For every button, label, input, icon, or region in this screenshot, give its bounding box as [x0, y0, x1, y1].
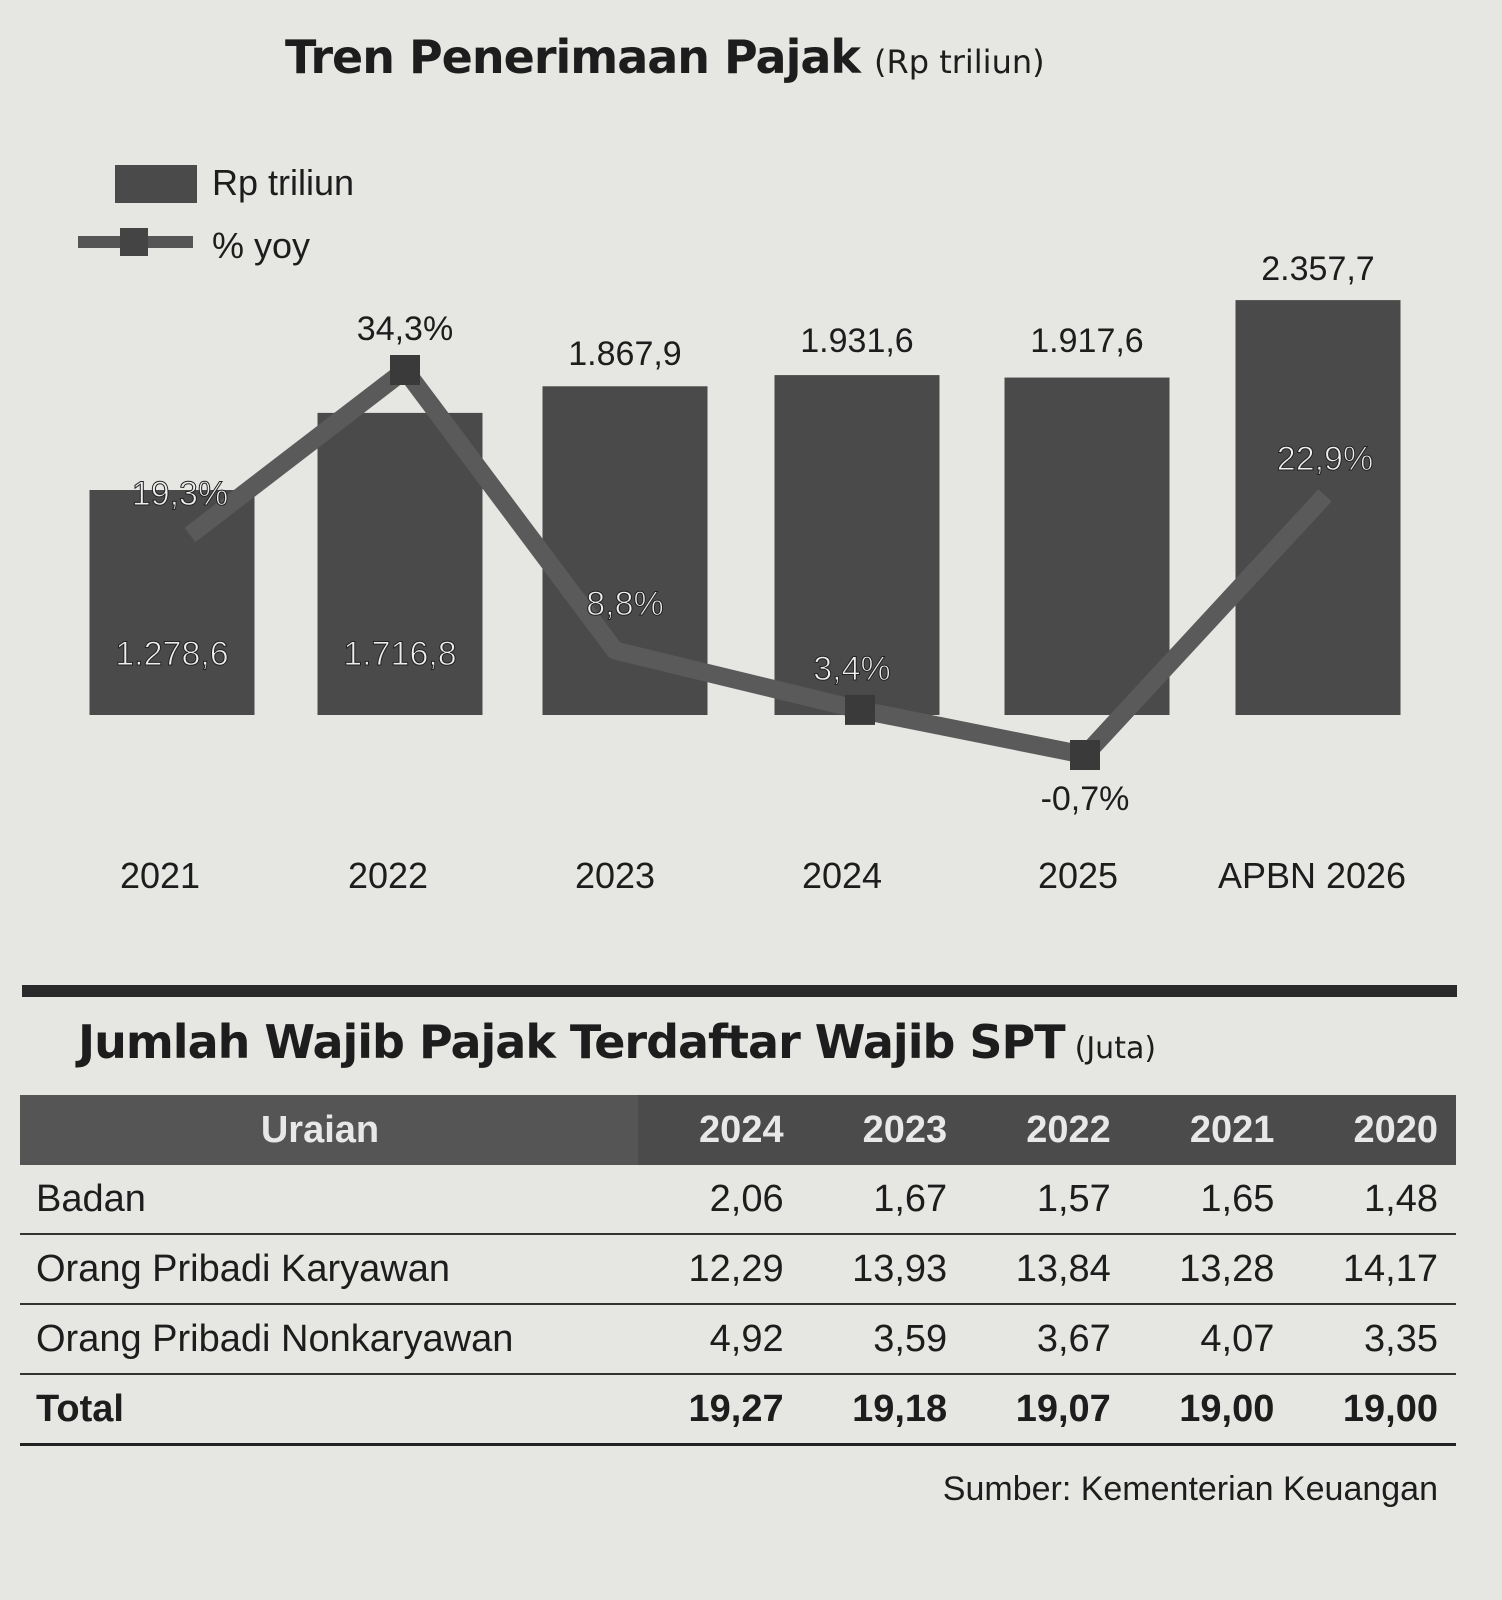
table-row: Badan 2,06 1,67 1,57 1,65 1,48	[20, 1165, 1456, 1235]
table-cell: 19,00	[1292, 1374, 1456, 1446]
table-cell: 14,17	[1292, 1234, 1456, 1305]
yoy-value-label: 8,8%	[586, 585, 664, 623]
column-header: Uraian	[20, 1095, 638, 1165]
column-header: 2024	[638, 1095, 802, 1165]
bar	[774, 375, 940, 715]
table-cell: 13,28	[1128, 1234, 1293, 1305]
source-note: Sumber: Kementerian Keuangan	[942, 1470, 1438, 1508]
x-tick-label: 2023	[575, 855, 655, 896]
table-cell: 3,35	[1292, 1304, 1456, 1375]
column-header: 2021	[1128, 1095, 1293, 1165]
yoy-line	[184, 361, 1332, 764]
table-title: Jumlah Wajib Pajak Terdaftar Wajib SPT (J…	[78, 1015, 1157, 1069]
bar-value-label: 1.867,9	[568, 335, 681, 373]
x-tick-label: 2025	[1038, 855, 1118, 896]
table-cell: 13,84	[965, 1234, 1129, 1305]
table-cell: 19,27	[638, 1374, 802, 1446]
table-cell: 3,67	[965, 1304, 1129, 1375]
legend-bar-swatch	[115, 165, 197, 203]
table-cell: 12,29	[638, 1234, 802, 1305]
line-marker	[1070, 740, 1100, 770]
x-tick-label: 2022	[348, 855, 428, 896]
yoy-value-label: 19,3%	[132, 475, 228, 513]
yoy-value-label: 22,9%	[1277, 440, 1373, 478]
column-header: 2022	[965, 1095, 1129, 1165]
table-cell: 1,65	[1128, 1165, 1293, 1235]
table-row: Orang Pribadi Karyawan 12,29 13,93 13,84 13,…	[20, 1234, 1456, 1305]
tax-revenue-chart: Rp triliun % yoy 1.278,6 1.716,8 1.867,9 1.93…	[78, 162, 1406, 896]
chart-unit: (Rp triliun)	[873, 43, 1045, 81]
row-label: Badan	[20, 1165, 638, 1235]
table-cell: 4,92	[638, 1304, 802, 1375]
bar	[89, 490, 255, 715]
row-label: Orang Pribadi Nonkaryawan	[20, 1304, 638, 1375]
table-cell: 1,48	[1292, 1165, 1456, 1235]
table-cell: 19,18	[801, 1374, 966, 1446]
table-cell: 1,67	[801, 1165, 966, 1235]
x-tick-label: APBN 2026	[1218, 855, 1406, 896]
table-row: Total 19,27 19,18 19,07 19,00 19,00	[20, 1374, 1456, 1446]
bar-value-label: 1.917,6	[1030, 322, 1143, 360]
legend-marker-swatch	[120, 228, 148, 256]
yoy-value-label: 3,4%	[813, 650, 891, 688]
yoy-value-label: -0,7%	[1041, 780, 1130, 818]
chart-title: Tren Penerimaan Pajak (Rp triliun)	[285, 30, 1045, 84]
table-cell: 13,93	[801, 1234, 966, 1305]
x-tick-label: 2024	[802, 855, 882, 896]
legend-label: Rp triliun	[212, 162, 354, 203]
bar-value-label: 1.716,8	[343, 635, 456, 673]
table-unit: (Juta)	[1074, 1031, 1157, 1066]
bar	[1004, 377, 1170, 715]
line-marker	[390, 355, 420, 385]
column-header: 2020	[1292, 1095, 1456, 1165]
table-cell: 4,07	[1128, 1304, 1293, 1375]
table-row: Orang Pribadi Nonkaryawan 4,92 3,59 3,67 4,0…	[20, 1304, 1456, 1375]
table-cell: 19,07	[965, 1374, 1129, 1446]
line-marker	[845, 694, 875, 725]
taxpayer-table: Uraian 2024 2023 2022 2021 2020 Badan 2,0…	[20, 1095, 1456, 1446]
bar-value-label: 1.931,6	[800, 322, 913, 360]
legend-label: % yoy	[212, 225, 310, 266]
table-cell: 2,06	[638, 1165, 802, 1235]
table-header-row: Uraian 2024 2023 2022 2021 2020	[20, 1095, 1456, 1165]
row-label: Total	[20, 1374, 638, 1446]
section-divider	[22, 985, 1457, 997]
x-tick-label: 2021	[120, 855, 200, 896]
yoy-value-label: 34,3%	[357, 310, 453, 348]
table-cell: 1,57	[965, 1165, 1129, 1235]
column-header: 2023	[801, 1095, 966, 1165]
table-cell: 19,00	[1128, 1374, 1293, 1446]
bar	[317, 412, 483, 715]
bar-value-label: 1.278,6	[115, 635, 228, 673]
row-label: Orang Pribadi Karyawan	[20, 1234, 638, 1305]
bar-value-label: 2.357,7	[1261, 250, 1374, 288]
table-cell: 3,59	[801, 1304, 966, 1375]
